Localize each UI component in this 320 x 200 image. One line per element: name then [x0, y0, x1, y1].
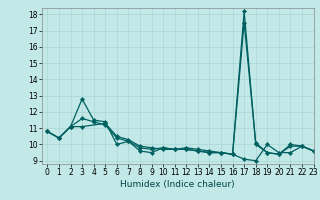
X-axis label: Humidex (Indice chaleur): Humidex (Indice chaleur) — [120, 180, 235, 189]
